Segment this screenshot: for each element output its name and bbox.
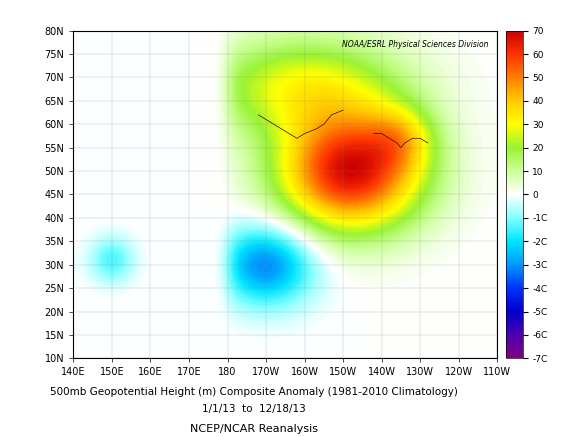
Text: 1/1/13  to  12/18/13: 1/1/13 to 12/18/13: [202, 404, 306, 414]
Text: NCEP/NCAR Reanalysis: NCEP/NCAR Reanalysis: [190, 424, 318, 434]
Text: 500mb Geopotential Height (m) Composite Anomaly (1981-2010 Climatology): 500mb Geopotential Height (m) Composite …: [50, 387, 458, 397]
Text: NOAA/ESRL Physical Sciences Division: NOAA/ESRL Physical Sciences Division: [342, 41, 489, 49]
